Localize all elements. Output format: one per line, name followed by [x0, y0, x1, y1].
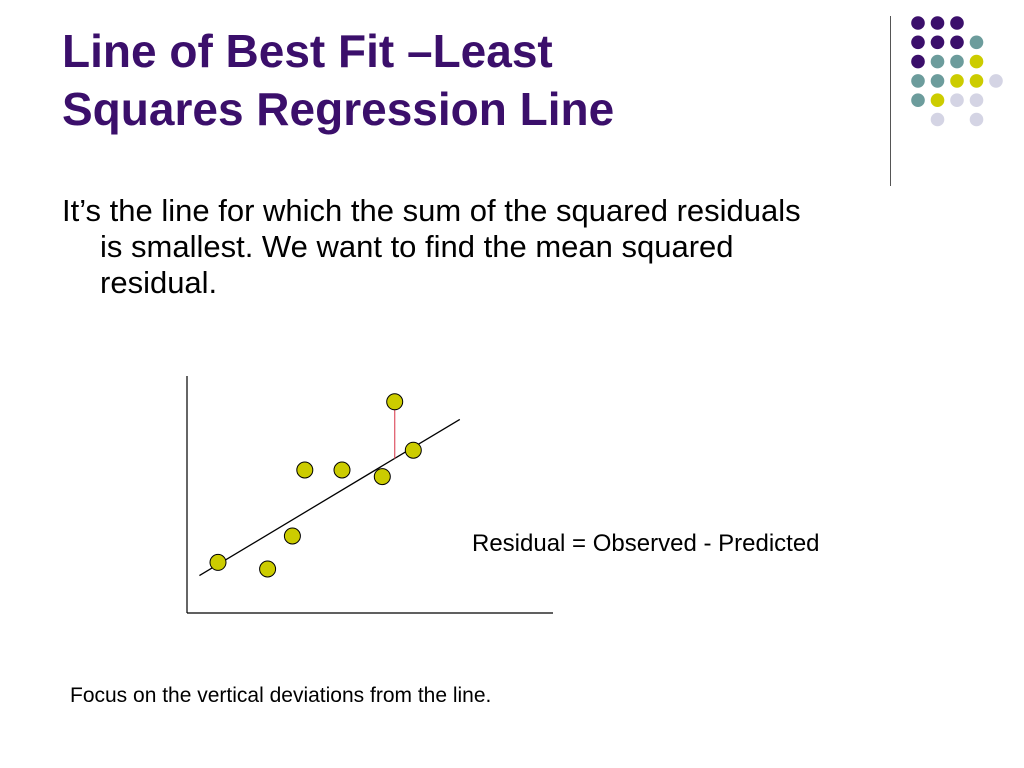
decorative-dot: [911, 35, 925, 50]
decorative-dot: [930, 93, 945, 107]
decorative-dot: [911, 74, 925, 88]
decorative-dot: [930, 16, 945, 30]
data-point: [209, 553, 227, 571]
decorative-divider: [890, 16, 891, 186]
decorative-dot: [969, 54, 984, 69]
decorative-dot-grid: [911, 16, 1003, 127]
decorative-dot: [930, 74, 945, 88]
data-point: [386, 393, 404, 411]
body-text: It’s the line for which the sum of the s…: [62, 193, 962, 301]
data-point: [373, 468, 391, 486]
slide-title: Line of Best Fit –Least Squares Regressi…: [62, 22, 862, 138]
body-line-3: residual.: [100, 265, 218, 300]
decorative-dot: [911, 54, 925, 69]
decorative-dot: [950, 35, 964, 50]
decorative-dot: [950, 93, 964, 107]
title-line-2: Squares Regression Line: [62, 83, 615, 135]
data-point: [259, 560, 277, 578]
data-point: [283, 527, 301, 545]
decorative-dot: [950, 54, 964, 69]
body-line-1: It’s the line for which the sum of the s…: [62, 193, 801, 228]
decorative-dot: [989, 74, 1003, 88]
data-point: [333, 461, 351, 479]
decorative-dot: [969, 112, 984, 127]
decorative-dot: [930, 35, 945, 50]
footnote: Focus on the vertical deviations from th…: [70, 684, 492, 707]
decorative-dot: [930, 54, 945, 69]
decorative-dot: [950, 16, 964, 30]
regression-line: [199, 418, 461, 577]
decorative-dot: [911, 93, 925, 107]
data-point: [296, 461, 314, 479]
decorative-dot: [969, 74, 984, 88]
body-line-2: is smallest. We want to find the mean sq…: [100, 229, 734, 264]
data-point: [404, 441, 422, 459]
decorative-dot: [969, 35, 984, 50]
decorative-dot: [911, 16, 925, 30]
decorative-dot: [950, 74, 964, 88]
title-line-1: Line of Best Fit –Least: [62, 25, 553, 77]
decorative-dot: [930, 112, 945, 127]
residual-formula: Residual = Observed - Predicted: [472, 530, 820, 557]
decorative-dot: [969, 93, 984, 107]
